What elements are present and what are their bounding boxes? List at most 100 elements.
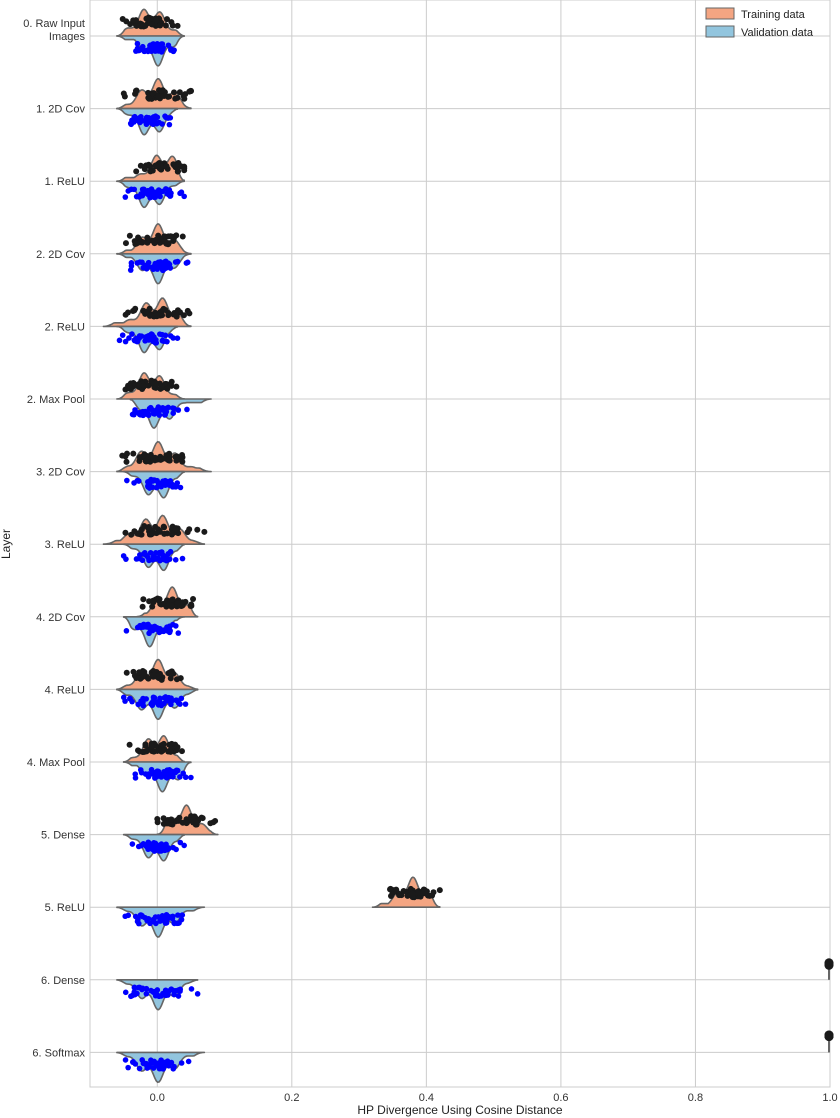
y-tick-label: 3. ReLU [45,539,85,551]
validation-point [131,186,138,193]
training-point [173,818,180,825]
validation-point [139,986,145,993]
training-point [143,458,150,465]
training-point [119,452,126,459]
training-point [139,603,146,610]
validation-point [154,41,161,47]
validation-point [120,694,127,701]
training-point [146,95,153,102]
training-point [207,820,214,827]
validation-point [129,331,135,337]
validation-point [155,702,162,708]
validation-point [166,629,173,636]
validation-point [164,338,170,345]
validation-point [139,43,146,50]
validation-point [164,1058,171,1065]
training-point [190,596,197,603]
validation-point [136,920,142,927]
validation-point [194,991,201,997]
training-point [173,232,180,239]
training-point [173,313,180,320]
validation-point [150,266,156,273]
training-point [160,523,167,530]
training-point [426,892,433,899]
training-point [135,747,142,754]
training-point [136,669,143,676]
training-point [143,748,150,755]
training-point [157,22,164,29]
validation-point [135,916,141,923]
training-point [148,21,155,28]
validation-point [160,266,167,273]
training-point [184,529,191,536]
validation-point [165,404,172,411]
validation-point [130,1059,136,1065]
validation-point [138,333,145,339]
validation-point [148,48,155,55]
training-point [168,602,175,609]
validation-point [173,623,179,629]
y-tick-label: 2. ReLU [45,321,85,333]
validation-point [116,337,123,344]
validation-point [127,267,134,273]
validation-point [122,194,129,200]
training-point [436,887,443,894]
x-axis-title: HP Divergence Using Cosine Distance [357,1103,563,1117]
training-point [153,17,160,24]
validation-point [161,768,167,775]
validation-point [143,696,149,702]
training-point [123,458,130,465]
validation-point [150,121,157,128]
validation-point [177,701,183,707]
training-point [155,671,162,678]
validation-point [174,258,181,265]
validation-point [143,990,150,997]
training-point [407,885,414,892]
validation-point [149,406,155,413]
training-point [130,17,137,24]
validation-point [167,114,174,121]
training-point [122,386,129,393]
validation-point [148,1057,154,1063]
validation-point [158,1057,164,1063]
training-point [174,22,181,29]
validation-point [174,335,181,341]
y-axis-title: Layer [0,529,13,559]
validation-point [164,698,171,704]
training-point [178,748,185,755]
validation-point [181,842,187,849]
training-point [177,675,184,682]
training-point [166,455,173,462]
validation-point [162,992,169,999]
validation-point [156,993,163,1000]
training-point [141,166,148,173]
validation-point [150,1065,157,1071]
training-point [164,530,171,537]
validation-point [144,844,150,850]
training-point [135,234,142,241]
training-point [142,742,149,749]
validation-point [150,553,157,560]
validation-point [157,843,163,850]
validation-point [155,481,162,487]
validation-point [182,701,189,707]
validation-point [155,914,162,920]
training-point [138,526,145,533]
training-point [167,675,174,682]
training-point [188,601,195,608]
training-point [174,744,181,751]
validation-point [136,1065,143,1072]
validation-point [166,623,173,630]
training-point [133,675,140,682]
training-point [162,22,169,29]
validation-point [175,920,182,927]
validation-point [155,404,162,410]
y-tick-label: 1. ReLU [45,176,85,188]
validation-point [156,629,163,636]
validation-point [149,42,156,49]
training-point [122,311,129,318]
training-point [179,233,186,240]
training-point [154,815,161,822]
training-point [163,820,170,827]
